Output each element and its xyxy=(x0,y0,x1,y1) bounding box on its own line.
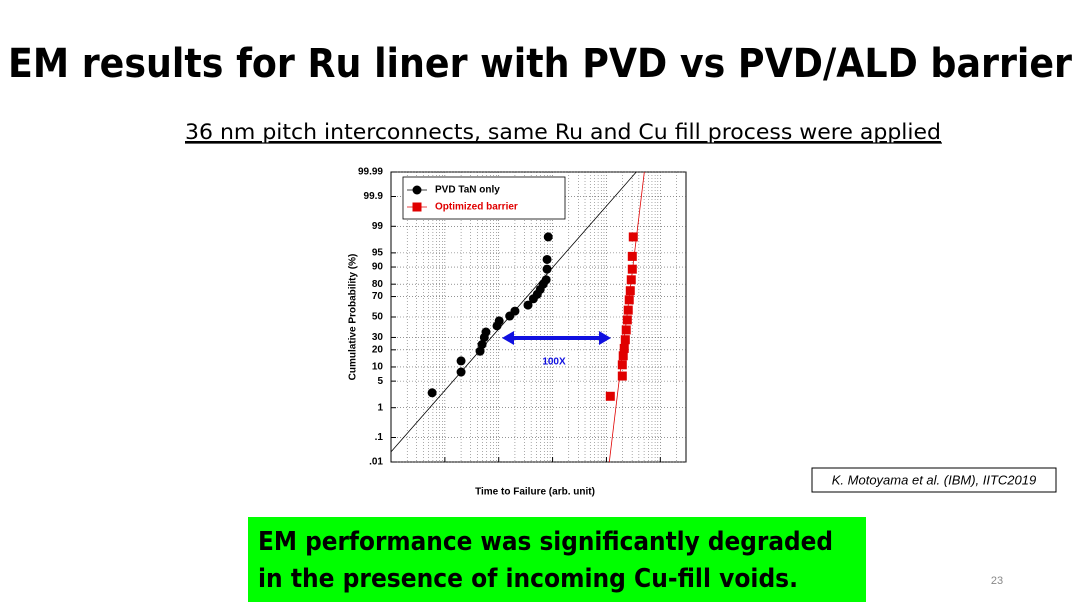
y-tick-label: 30 xyxy=(372,332,384,343)
data-point xyxy=(543,232,553,242)
data-point xyxy=(622,315,632,325)
y-tick-label: 5 xyxy=(377,376,383,387)
y-tick-label: 95 xyxy=(372,248,384,259)
y-tick-label: 99 xyxy=(372,221,384,232)
data-point xyxy=(627,251,637,261)
data-point xyxy=(617,360,627,370)
data-point xyxy=(619,343,629,353)
data-point xyxy=(620,335,630,345)
slide-subtitle: 36 nm pitch interconnects, same Ru and C… xyxy=(185,120,941,144)
data-point xyxy=(625,286,635,296)
data-point xyxy=(628,232,638,242)
arrow-head xyxy=(599,331,611,345)
y-tick-label: 1 xyxy=(377,402,383,413)
legend-marker xyxy=(412,185,422,195)
conclusion-line: EM performance was significantly degrade… xyxy=(258,527,833,557)
arrow-head xyxy=(502,331,514,345)
data-point xyxy=(456,367,466,377)
slide-title: EM results for Ru liner with PVD vs PVD/… xyxy=(8,41,1072,87)
data-point xyxy=(623,305,633,315)
y-tick-label: .01 xyxy=(369,457,383,468)
data-point xyxy=(617,371,627,381)
data-point xyxy=(621,325,631,335)
x-axis-label: Time to Failure (arb. unit) xyxy=(475,487,595,498)
y-tick-label: .1 xyxy=(375,432,384,443)
y-tick-label: 80 xyxy=(372,279,384,290)
data-point xyxy=(427,388,437,398)
y-axis-label: Cumulative Probability (%) xyxy=(348,254,359,381)
legend-label: PVD TaN only xyxy=(435,185,500,196)
y-tick-label: 10 xyxy=(372,362,384,373)
data-point xyxy=(477,340,487,350)
page-number: 23 xyxy=(991,575,1003,587)
data-point xyxy=(541,275,551,285)
y-tick-label: 50 xyxy=(372,312,384,323)
conclusion-box xyxy=(248,517,866,602)
citation: K. Motoyama et al. (IBM), IITC2019 xyxy=(832,472,1036,487)
data-point xyxy=(494,316,504,326)
legend-label: Optimized barrier xyxy=(435,202,518,213)
y-tick-label: 99.99 xyxy=(358,167,383,178)
data-point xyxy=(542,264,552,274)
y-tick-label: 90 xyxy=(372,262,384,273)
data-point xyxy=(542,254,552,264)
data-point xyxy=(624,295,634,305)
y-tick-label: 70 xyxy=(372,291,384,302)
data-point xyxy=(605,391,615,401)
legend-marker xyxy=(412,202,422,212)
data-point xyxy=(481,327,491,337)
annotation: 100X xyxy=(542,357,566,368)
citation-box xyxy=(811,467,1057,493)
data-point xyxy=(456,356,466,366)
conclusion-line: in the presence of incoming Cu-fill void… xyxy=(258,564,798,594)
data-point xyxy=(618,351,628,361)
data-point xyxy=(523,300,533,310)
data-point xyxy=(510,306,520,316)
data-point xyxy=(627,264,637,274)
data-point xyxy=(626,275,636,285)
y-tick-label: 20 xyxy=(372,344,384,355)
legend-box xyxy=(402,176,566,220)
y-tick-label: 99.9 xyxy=(364,191,384,202)
